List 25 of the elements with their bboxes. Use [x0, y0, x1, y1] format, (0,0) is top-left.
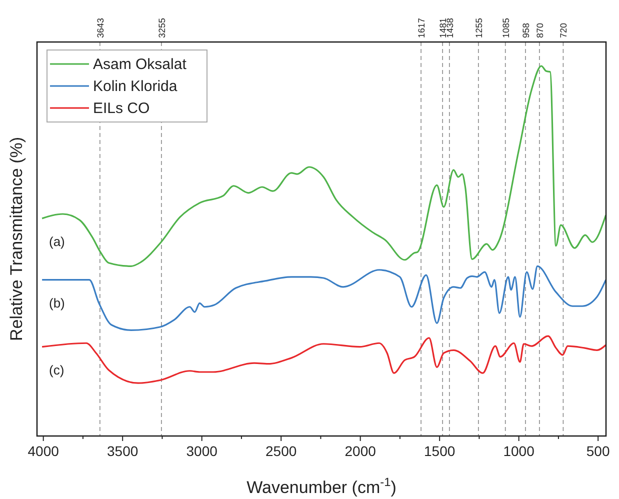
y-axis-title: Relative Transmittance (%)	[7, 136, 26, 342]
ref-line-label: 1438	[444, 18, 455, 38]
ref-line-label: 870	[534, 22, 545, 38]
x-tick-label: 3000	[186, 443, 218, 459]
ref-line-label: 1085	[500, 18, 511, 38]
x-tick-label: 500	[586, 443, 610, 459]
legend-label: EILs CO	[93, 100, 150, 117]
x-tick-label: 2500	[266, 443, 297, 459]
ref-line-label: 720	[558, 22, 569, 38]
x-tick-label: 1500	[424, 443, 456, 459]
ref-line-label: 958	[520, 22, 531, 38]
x-tick-label: 2000	[344, 443, 376, 459]
x-tick-label: 3500	[107, 443, 138, 459]
legend-label: Kolin Klorida	[93, 78, 178, 95]
legend-label: Asam Oksalat	[93, 56, 188, 73]
x-tick-label: 4000	[28, 443, 60, 459]
annotation: (c)	[49, 362, 64, 378]
x-axis-title: Wavenumber (cm$^{-1}$)	[246, 475, 396, 497]
x-tick-label: 1000	[503, 443, 535, 459]
annotation: (b)	[49, 295, 65, 310]
ref-line-label: 3255	[156, 18, 167, 38]
ref-line-label: 1617	[416, 18, 427, 38]
ref-line-label: 1255	[474, 18, 484, 38]
annotation: (a)	[49, 234, 65, 249]
ref-line-label: 3643	[95, 18, 106, 38]
